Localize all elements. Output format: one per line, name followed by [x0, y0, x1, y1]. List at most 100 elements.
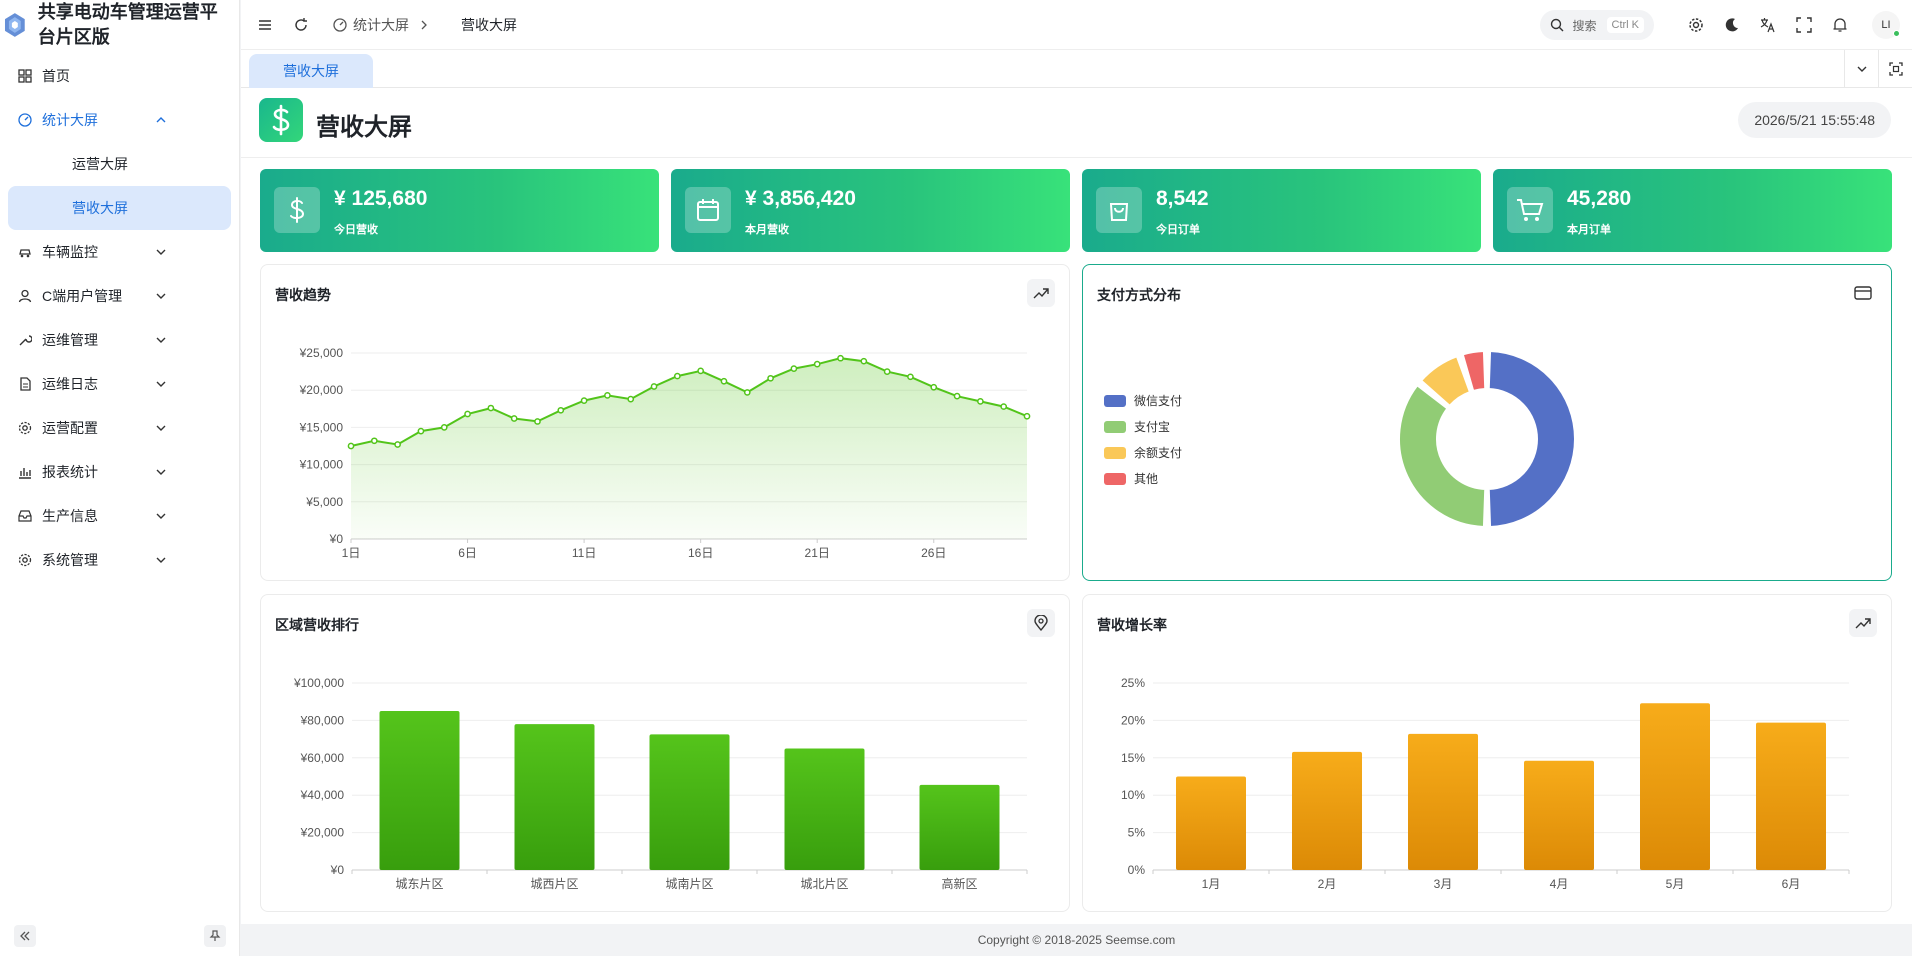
sidebar-subitem-ops-screen[interactable]: 运营大屏 [72, 156, 128, 172]
region-card-button[interactable] [1027, 609, 1055, 637]
sidebar-item-label: C端用户管理 [42, 288, 123, 304]
brand: 共享电动车管理运营平台片区版 [0, 0, 239, 50]
fullscreen-icon[interactable] [1796, 17, 1812, 33]
x-tick-label: 1月 [1202, 877, 1221, 891]
y-tick-label: ¥20,000 [299, 383, 344, 397]
sidebar-item-production[interactable]: 生产信息 [0, 494, 239, 538]
stat-icon-box [685, 187, 731, 233]
sidebar-item-label: 运营配置 [42, 420, 98, 436]
trend-card-button[interactable] [1027, 279, 1055, 307]
sidebar-item-label: 报表统计 [42, 464, 98, 480]
bar [1524, 760, 1594, 870]
sidebar-item-label: 生产信息 [42, 508, 98, 524]
tab-revenue-screen[interactable]: 营收大屏 [249, 54, 373, 88]
datetime-badge: 2026/5/21 15:55:48 [1738, 102, 1891, 138]
stat-icon-box [1507, 187, 1553, 233]
sidebar-item-ops-config[interactable]: 运营配置 [0, 406, 239, 450]
data-point [977, 398, 984, 405]
growth-card-button[interactable] [1849, 609, 1877, 637]
legend-label: 支付宝 [1134, 420, 1170, 434]
search-button[interactable]: 搜索 Ctrl K [1540, 10, 1654, 40]
notification-bell-icon[interactable] [1832, 17, 1848, 33]
y-tick-label: ¥40,000 [300, 788, 345, 802]
x-tick-label: 16日 [688, 546, 713, 560]
legend-label: 微信支付 [1134, 394, 1182, 408]
sidebar-item-c-user[interactable]: C端用户管理 [0, 274, 239, 318]
y-tick-label: ¥20,000 [300, 826, 345, 840]
collapse-sidebar-button[interactable] [14, 925, 36, 947]
x-tick-label: 3月 [1434, 877, 1453, 891]
x-tick-label: 6日 [458, 546, 477, 560]
sidebar-item-vehicle-monitor[interactable]: 车辆监控 [0, 230, 239, 274]
data-point [673, 372, 681, 380]
data-point [464, 410, 471, 418]
sidebar-item-system[interactable]: 系统管理 [0, 538, 239, 582]
sidebar-item-label: 运维日志 [42, 376, 98, 392]
bar [1176, 776, 1246, 870]
chevron-down-icon [156, 381, 166, 387]
stat-label: 今日营收 [334, 224, 378, 236]
y-tick-label: 20% [1121, 713, 1145, 727]
dashboard-icon [333, 17, 347, 32]
sidebar-item-reports[interactable]: 报表统计 [0, 450, 239, 494]
user-avatar[interactable]: LI [1872, 11, 1900, 39]
pie-slice [1420, 355, 1471, 407]
legend-label: 其他 [1134, 472, 1158, 486]
trending-up-icon [1855, 618, 1871, 629]
data-point [417, 427, 425, 435]
search-icon [1551, 18, 1564, 32]
dark-mode-moon-icon[interactable] [1724, 17, 1740, 33]
sidebar-subitem-revenue-screen[interactable]: 营收大屏 [8, 186, 231, 230]
x-tick-label: 21日 [805, 546, 830, 560]
data-point [883, 368, 891, 375]
payment-card-button[interactable] [1849, 279, 1877, 307]
sidebar: 共享电动车管理运营平台片区版 首页 统计大屏 运营大屏 营收大屏 车辆监控 C端… [0, 0, 240, 956]
bar-chart-icon [19, 468, 31, 479]
inbox-icon [18, 510, 32, 522]
stat-card-today-orders: 8,542 今日订单 [1082, 169, 1481, 252]
home-grid-icon [18, 69, 32, 83]
refresh-icon[interactable] [293, 17, 309, 33]
y-tick-label: 25% [1121, 676, 1145, 690]
stat-value: 8,542 [1156, 187, 1209, 210]
x-tick-label: 1日 [342, 546, 361, 560]
y-tick-label: ¥0 [330, 863, 345, 877]
menu-toggle-icon[interactable] [257, 17, 273, 33]
translate-icon[interactable] [1760, 17, 1776, 33]
settings-gear-icon[interactable] [1688, 17, 1704, 33]
search-label: 搜索 [1572, 18, 1597, 33]
sidebar-item-maintenance-log[interactable]: 运维日志 [0, 362, 239, 406]
legend-swatch [1104, 473, 1126, 485]
bar [1292, 751, 1362, 870]
data-point [720, 377, 728, 385]
data-point [743, 389, 751, 396]
data-point [790, 365, 798, 372]
breadcrumb-item[interactable]: 统计大屏 [353, 16, 409, 33]
sidebar-item-stats-screen[interactable]: 统计大屏 [0, 98, 239, 142]
x-tick-label: 26日 [921, 546, 946, 560]
card-title: 支付方式分布 [1097, 287, 1181, 303]
online-status-dot [1893, 30, 1900, 37]
stat-icon-box [1096, 187, 1142, 233]
sidebar-item-label: 运维管理 [42, 332, 98, 348]
data-point [767, 374, 774, 382]
sidebar-item-home[interactable]: 首页 [0, 54, 239, 98]
stat-label: 本月订单 [1567, 224, 1611, 236]
x-tick-label: 城西片区 [530, 877, 578, 891]
sidebar-item-label: 首页 [42, 68, 70, 84]
chevron-down-icon [156, 469, 166, 475]
x-tick-label: 高新区 [941, 876, 977, 891]
stat-value: 45,280 [1567, 187, 1632, 210]
gear-icon [18, 553, 32, 567]
data-point [1000, 403, 1008, 410]
sidebar-item-maintenance[interactable]: 运维管理 [0, 318, 239, 362]
topbar-tools: 搜索 Ctrl K LI [1540, 0, 1900, 50]
pin-sidebar-button[interactable] [204, 925, 226, 947]
card-title: 营收增长率 [1097, 617, 1167, 633]
header-divider [241, 157, 1912, 158]
map-pin-icon [1034, 615, 1048, 631]
tab-dropdown-button[interactable] [1844, 50, 1878, 88]
tab-maximize-button[interactable] [1878, 50, 1912, 88]
y-tick-label: ¥5,000 [305, 495, 343, 509]
data-point [930, 383, 938, 391]
